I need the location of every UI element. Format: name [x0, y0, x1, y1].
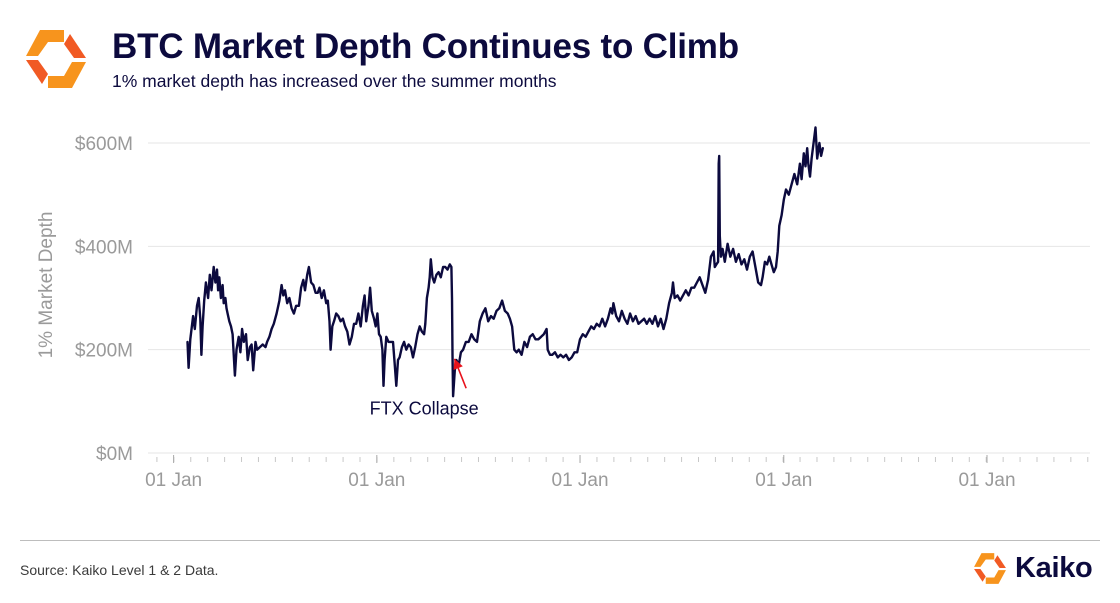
x-tick-label: 01 Jan: [958, 470, 1015, 491]
annotations: FTX Collapse: [370, 358, 479, 418]
annotation-arrow-head: [453, 358, 463, 370]
y-axis-label: 1% Market Depth: [36, 212, 57, 359]
y-tick-label: $0M: [96, 444, 133, 465]
x-tick-label: 01 Jan: [145, 470, 202, 491]
chart-title: BTC Market Depth Continues to Climb: [112, 27, 739, 66]
gridlines: [148, 142, 1090, 454]
x-tick-label: 01 Jan: [755, 470, 812, 491]
x-axis-ticks: 01 Jan 01 Jan 01 Jan 01 Jan 01 Jan: [145, 455, 1089, 491]
footer-divider: [20, 540, 1100, 541]
kaiko-logo-icon: [26, 30, 86, 88]
x-tick-label: 01 Jan: [552, 470, 609, 491]
kaiko-brand: Kaiko: [973, 551, 1103, 587]
series: [186, 126, 824, 398]
x-tick-label: 01 Jan: [348, 470, 405, 491]
source-note: Source: Kaiko Level 1 & 2 Data.: [20, 562, 219, 578]
kaiko-brand-icon: [974, 553, 1006, 584]
series-line-0: [186, 126, 824, 398]
annotation-label: FTX Collapse: [370, 398, 479, 418]
y-axis-ticks: $0M $200M $400M $600M: [75, 134, 133, 465]
y-tick-label: $400M: [75, 237, 133, 258]
y-tick-label: $200M: [75, 341, 133, 362]
y-tick-label: $600M: [75, 134, 133, 155]
line-chart: $0M $200M $400M $600M 1% Market Depth 01 Ja…: [36, 126, 1090, 491]
brand-name: Kaiko: [1015, 552, 1093, 584]
chart-subtitle: 1% market depth has increased over the s…: [112, 71, 557, 91]
